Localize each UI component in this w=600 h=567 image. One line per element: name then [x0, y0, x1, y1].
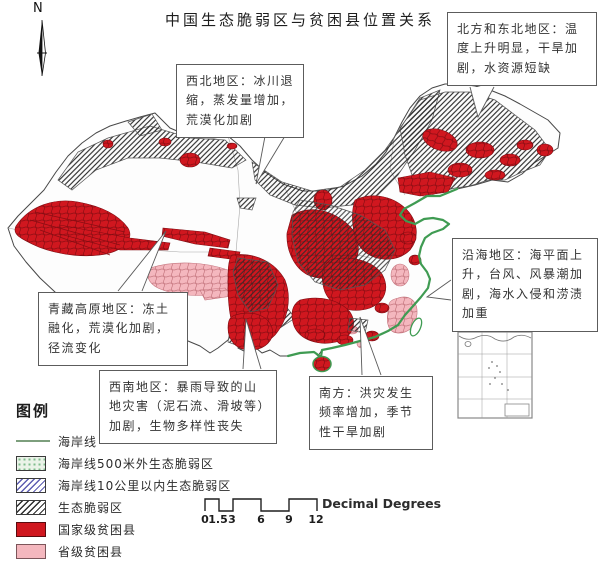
legend-item-provincial-poverty-county: 省级贫困县 [16, 543, 231, 559]
north-arrow-icon [37, 19, 47, 77]
scale-label-3: 3 [228, 513, 236, 526]
scale-label-12: 12 [308, 513, 324, 526]
scale-label-0: 0 [201, 513, 209, 526]
fragile-zones-hatch-over [232, 199, 396, 334]
legend-item-coastal-500m-zone: 海岸线500米外生态脆弱区 [16, 455, 231, 471]
county-border-lines [29, 211, 126, 256]
pink-swatch [16, 543, 46, 559]
blue-hatch-swatch [16, 477, 46, 493]
callout-leaders [117, 86, 495, 376]
map-title: 中国生态脆弱区与贫困县位置关系 [164, 11, 436, 29]
scale-unit-label: Decimal Degrees [322, 496, 442, 511]
scale-bar [204, 498, 318, 512]
callout-northwest: 西北地区：冰川退缩，蒸发量增加，荒漠化加剧 [176, 64, 304, 139]
callout-south: 南方：洪灾发生频率增加，季节性干旱加剧 [309, 376, 433, 451]
red-swatch [16, 521, 46, 537]
taiwan-island [409, 317, 423, 337]
north-arrow-label: N [33, 1, 43, 16]
coastline-swatch [16, 440, 50, 442]
callout-tibet-plateau: 青藏高原地区：冻土融化，荒漠化加剧，径流变化 [38, 292, 188, 367]
callout-southwest: 西南地区：暴雨导致的山地灾害（泥石流、滑坡等）加剧，生物多样性丧失 [99, 370, 277, 445]
legend-item-national-poverty-county: 国家级贫困县 [16, 521, 231, 537]
legend-item-coastline: 海岸线 [16, 433, 231, 449]
scale-label-1-5: 1.5 [208, 513, 228, 526]
south-china-sea-inset [457, 331, 533, 419]
legend: 图例 海岸线 海岸线500米外生态脆弱区 海岸线10公里以内生态脆弱区 生态脆弱… [16, 400, 231, 565]
callout-coastal: 沿海地区：海平面上升，台风、风暴潮加剧，海水入侵和涝渍加重 [452, 238, 598, 332]
scale-label-6: 6 [257, 513, 265, 526]
black-hatch-swatch [16, 499, 46, 515]
legend-item-fragile-zone: 生态脆弱区 [16, 499, 231, 515]
legend-title: 图例 [16, 402, 51, 420]
legend-item-coastal-10km-zone: 海岸线10公里以内生态脆弱区 [16, 477, 231, 493]
scale-label-9: 9 [285, 513, 293, 526]
coastline [286, 187, 459, 373]
hainan-island [312, 355, 332, 373]
green-dot-swatch [16, 455, 46, 471]
callout-north-northeast: 北方和东北地区：温度上升明显，干旱加剧，水资源短缺 [447, 12, 597, 87]
